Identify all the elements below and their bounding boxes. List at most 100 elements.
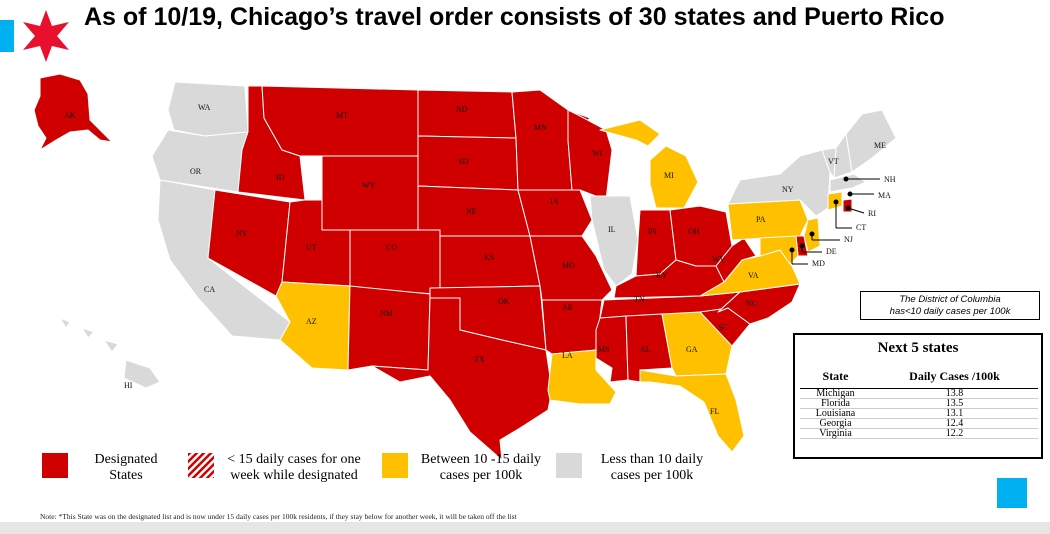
- label-NY: NY: [782, 185, 794, 194]
- cases-cell: 13.8: [871, 388, 1038, 399]
- state-TX: [371, 297, 553, 461]
- state-ME: [845, 109, 897, 173]
- label-MI: MI: [664, 171, 674, 180]
- label-AK: AK: [64, 111, 76, 120]
- state-NM: [347, 285, 431, 371]
- legend-swatch-designated: [42, 453, 68, 478]
- label-OK: OK: [498, 297, 510, 306]
- label-DE: DE: [826, 247, 837, 256]
- label-CO: CO: [386, 243, 397, 252]
- legend-swatch-between: [382, 453, 408, 478]
- label-NE: NE: [466, 207, 477, 216]
- legend-label-less: Less than 10 daily cases per 100k: [584, 452, 720, 484]
- state-cell: Louisiana: [800, 408, 872, 419]
- state-WV: [715, 237, 757, 283]
- state-MI: [599, 119, 699, 209]
- label-MN: MN: [534, 123, 547, 132]
- state-ND: [417, 89, 517, 139]
- state-FL: [639, 369, 745, 453]
- legend-between-line2: cases per 100k: [439, 468, 523, 483]
- label-IN: IN: [648, 227, 657, 236]
- label-OR: OR: [190, 167, 202, 176]
- label-WV: WV: [712, 255, 726, 264]
- label-WA: WA: [198, 103, 211, 112]
- label-PA: PA: [756, 215, 766, 224]
- state-IL: [589, 195, 639, 287]
- state-labels: AK HI WA OR CA ID NV MT WY UT CO AZ NM N…: [64, 103, 896, 416]
- legend-label-hatched: < 15 daily cases for one week while desi…: [214, 452, 374, 484]
- state-KS: [439, 235, 541, 289]
- label-SD: SD: [458, 157, 468, 166]
- label-MD: MD: [812, 259, 825, 268]
- label-VT: VT: [828, 157, 839, 166]
- table-row: Michigan 13.8: [800, 388, 1038, 399]
- accent-square: [997, 478, 1027, 508]
- state-MD: [759, 235, 799, 265]
- label-NM: NM: [380, 309, 393, 318]
- state-NY: [727, 149, 831, 217]
- label-LA: LA: [562, 351, 573, 360]
- state-WY: [321, 155, 419, 231]
- label-NH: NH: [884, 175, 896, 184]
- legend-designated-line1: Designated: [94, 452, 158, 467]
- label-ID: ID: [276, 173, 285, 182]
- label-WI: WI: [592, 149, 603, 158]
- accent-bar: [0, 20, 14, 52]
- state-IA: [517, 189, 593, 237]
- label-SC: SC: [718, 323, 728, 332]
- table-row: Georgia 12.4: [800, 418, 1038, 429]
- next-5-grid: State Daily Cases /100k Michigan 13.8 Flo…: [800, 364, 1038, 439]
- legend-hatched-line2: week while designated: [230, 468, 358, 483]
- state-MO: [529, 235, 613, 301]
- state-PA: [727, 199, 809, 241]
- legend-swatch-less: [556, 453, 582, 478]
- legend-designated-line2: States: [109, 468, 143, 483]
- label-CT: CT: [856, 223, 866, 232]
- label-MO: MO: [562, 261, 575, 270]
- table-row: Virginia 12.2: [800, 428, 1038, 439]
- legend-label-designated: Designated States: [78, 452, 174, 484]
- dc-note-box: The District of Columbia has<10 daily ca…: [860, 291, 1040, 320]
- dc-note-line2: has<10 daily cases per 100k: [889, 306, 1011, 317]
- label-FL: FL: [710, 407, 719, 416]
- label-ND: ND: [456, 105, 468, 114]
- dc-note-line1: The District of Columbia: [899, 294, 1001, 305]
- label-KS: KS: [484, 253, 494, 262]
- label-AZ: AZ: [306, 317, 317, 326]
- label-TX: TX: [474, 355, 485, 364]
- label-AR: AR: [562, 303, 574, 312]
- state-WI: [567, 109, 613, 201]
- table-row: Louisiana 13.1: [800, 408, 1038, 419]
- cases-cell: 13.1: [871, 408, 1038, 419]
- next-5-title: Next 5 states: [877, 340, 959, 356]
- label-NV: NV: [236, 229, 248, 238]
- label-RI: RI: [868, 209, 876, 218]
- label-OH: OH: [688, 227, 700, 236]
- next-5-states-table: Next 5 states State Daily Cases /100k Mi…: [793, 333, 1043, 459]
- column-header-cases: Daily Cases /100k: [871, 364, 1038, 389]
- state-cell: Georgia: [800, 418, 872, 429]
- label-GA: GA: [686, 345, 698, 354]
- state-MT: [261, 85, 419, 157]
- footer-strip: [0, 522, 1050, 534]
- label-IL: IL: [608, 225, 616, 234]
- label-MT: MT: [336, 111, 348, 120]
- label-WY: WY: [362, 181, 376, 190]
- label-NC: NC: [746, 299, 757, 308]
- table-row: Florida 13.5: [800, 398, 1038, 409]
- legend-label-between: Between 10 -15 daily cases per 100k: [408, 452, 554, 484]
- state-HI: [59, 317, 161, 389]
- label-ME: ME: [874, 141, 886, 150]
- label-NJ: NJ: [844, 235, 853, 244]
- label-MS: MS: [598, 345, 610, 354]
- table-header-row: State Daily Cases /100k: [800, 364, 1038, 389]
- cases-cell: 12.4: [871, 418, 1038, 429]
- footnote: Note: *This State was on the designated …: [40, 512, 517, 521]
- page-title: As of 10/19, Chicago’s travel order cons…: [84, 3, 945, 31]
- cases-cell: 13.5: [871, 398, 1038, 409]
- state-cell: Michigan: [800, 388, 872, 399]
- callout-lines: [789, 176, 880, 265]
- state-AK: [33, 73, 113, 151]
- legend-hatched-line1: < 15 daily cases for one: [227, 452, 361, 467]
- label-IA: IA: [550, 197, 559, 206]
